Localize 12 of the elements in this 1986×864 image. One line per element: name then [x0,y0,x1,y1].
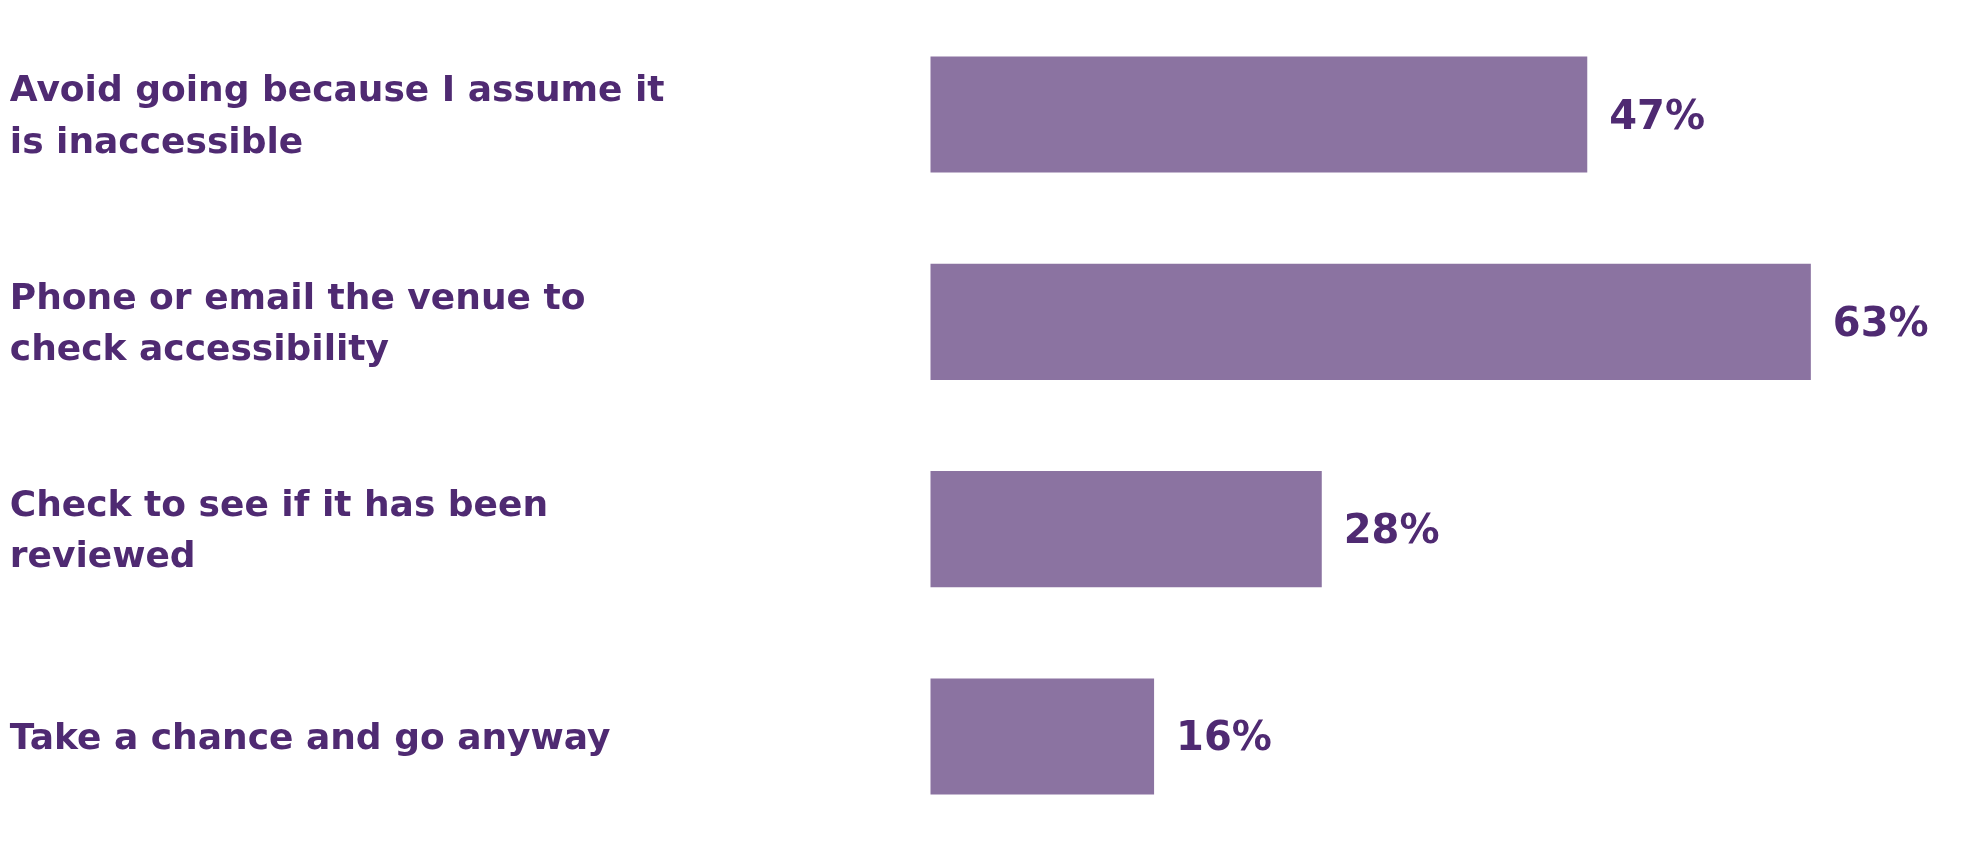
data-label: 47% [1609,91,1706,138]
y-tick-label: Phone or email the venue to check accessibility [9,275,586,368]
y-tick-label: Avoid going because I assume it is inaccessible [9,68,665,161]
y-tick-label: Take a chance and go anyway [9,715,611,757]
data-label: 63% [1832,298,1929,345]
data-label: 28% [1343,506,1440,553]
bar [930,56,1588,173]
bar [930,471,1322,588]
bar [930,263,1811,380]
y-tick-label: Check to see if it has been reviewed [9,483,549,576]
bar [930,678,1155,795]
data-label: 16% [1176,713,1272,760]
